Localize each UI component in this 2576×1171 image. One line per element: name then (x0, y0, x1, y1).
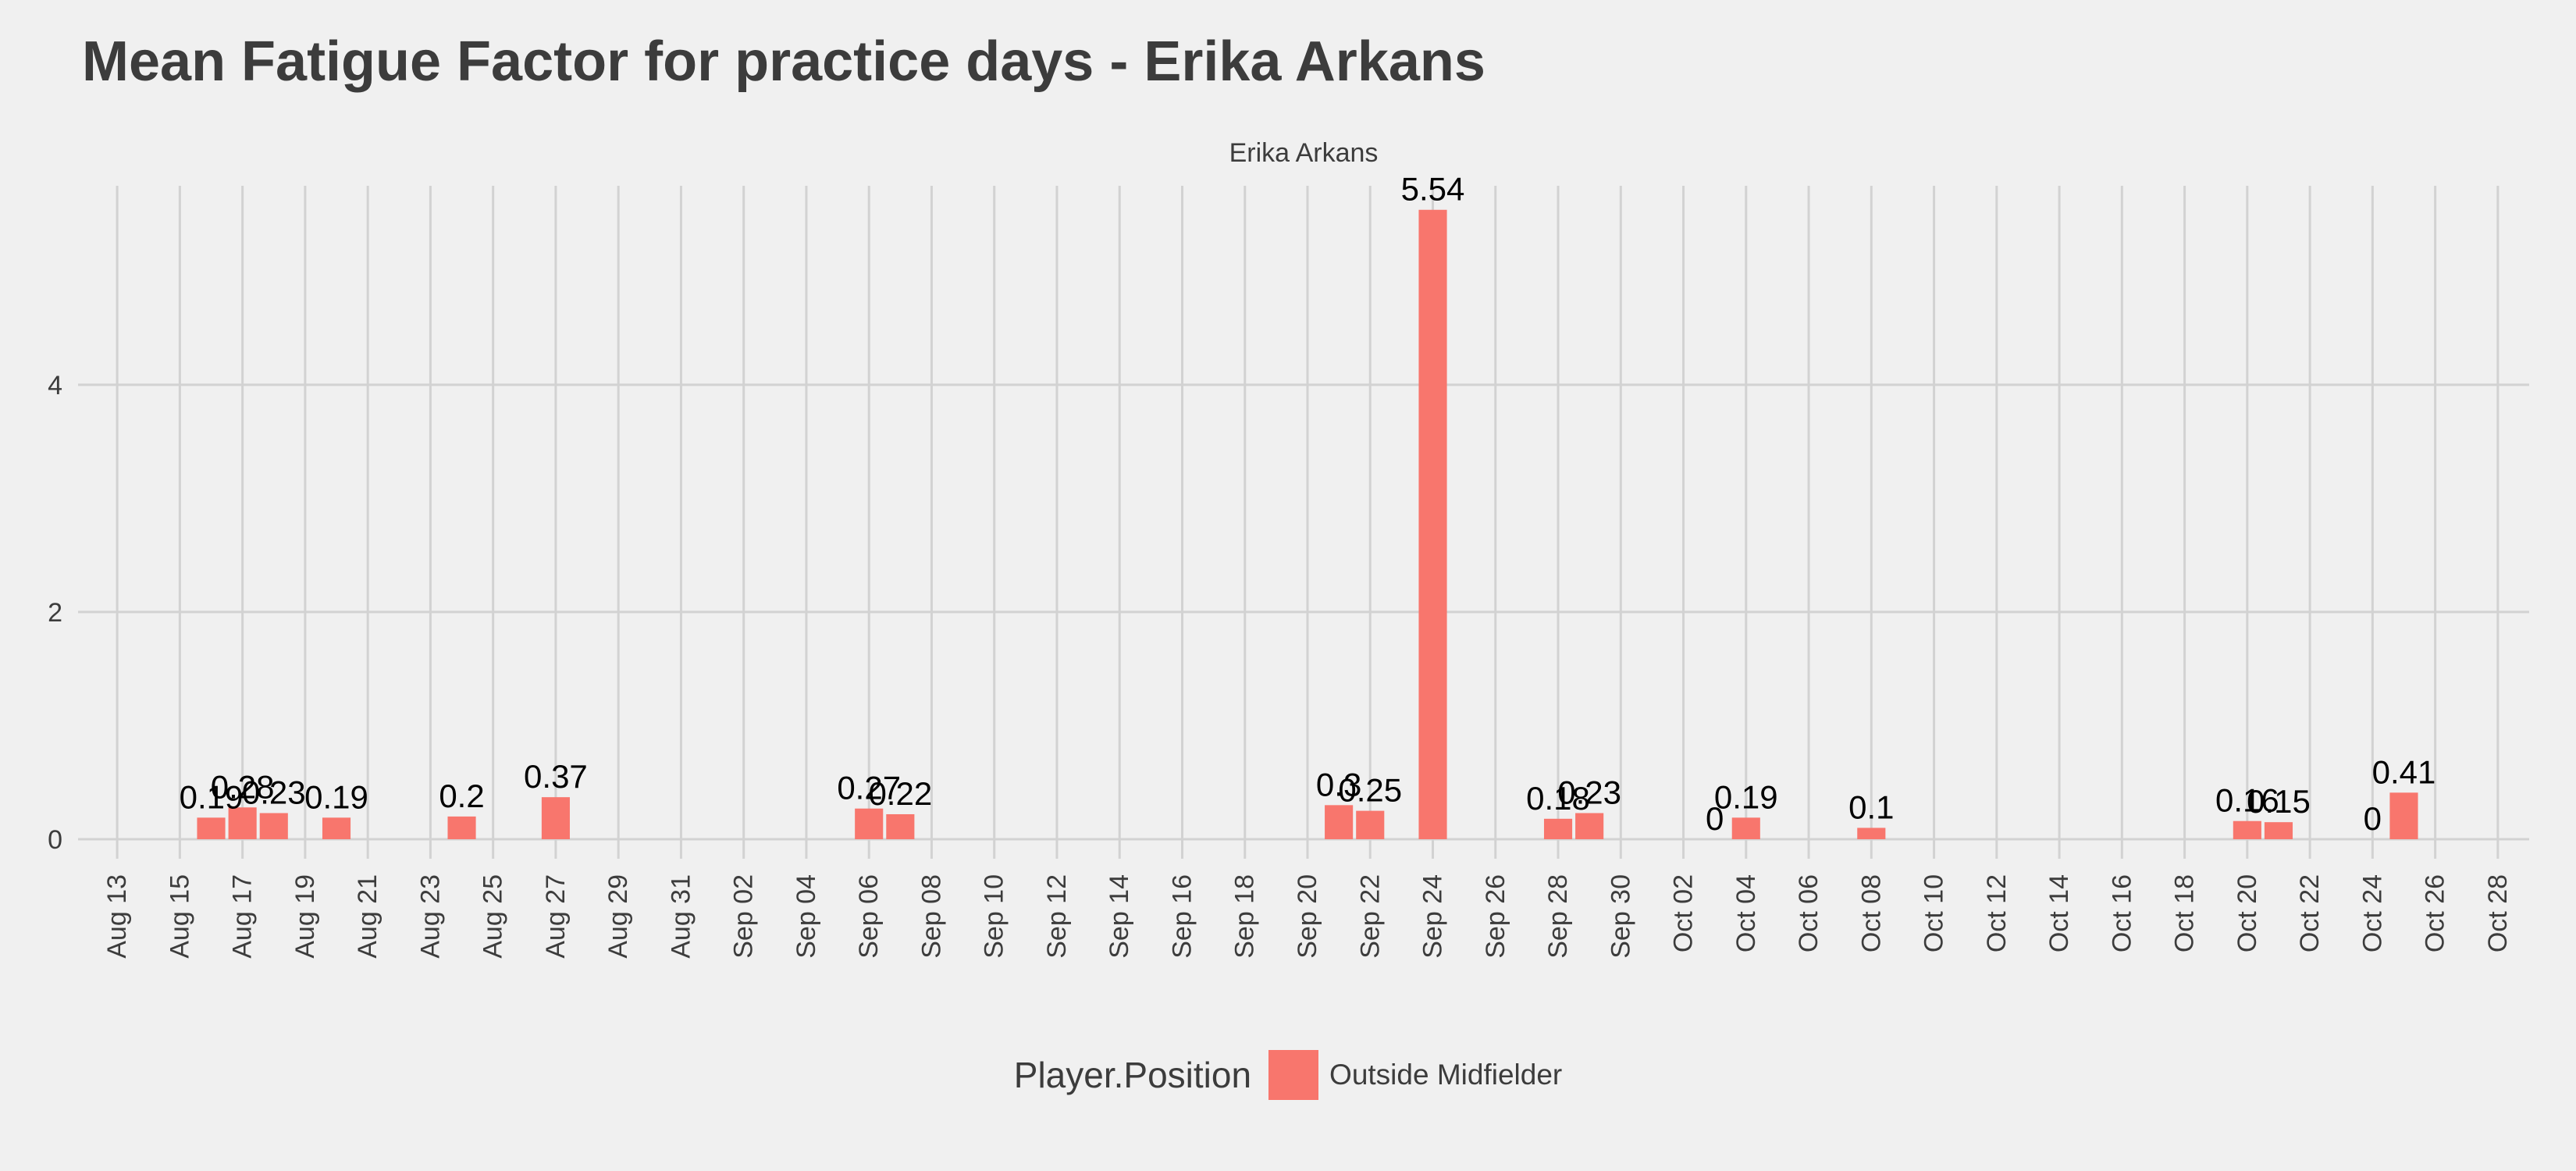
data-label: 0.2 (439, 778, 484, 814)
bar (2389, 792, 2418, 839)
data-label: 0.28 (211, 768, 275, 805)
x-tick-label: Sep 06 (854, 874, 884, 959)
x-tick-label: Sep 24 (1418, 874, 1448, 959)
data-label: 0.18 (1526, 780, 1590, 817)
bar (1356, 810, 1385, 839)
x-tick-label: Sep 14 (1105, 874, 1134, 959)
y-tick-label: 2 (48, 598, 62, 628)
x-tick-label: Sep 30 (1606, 874, 1635, 959)
x-tick-label: Aug 19 (290, 874, 320, 959)
x-tick-label: Aug 31 (666, 874, 696, 959)
bar (1543, 818, 1573, 839)
legend-title: Player.Position (1013, 1055, 1252, 1095)
data-label: 0.15 (2247, 783, 2311, 820)
legend-label-outside-midfielder: Outside Midfielder (1329, 1059, 1563, 1091)
bar (886, 813, 915, 839)
bar (2264, 822, 2293, 839)
bar (322, 817, 351, 839)
data-label: 0.23 (1557, 774, 1621, 811)
bar (447, 816, 476, 839)
y-tick-label: 0 (48, 825, 62, 855)
x-tick-label: Sep 20 (1293, 874, 1322, 959)
x-tick-label: Sep 02 (729, 874, 759, 959)
data-label: 0.3 (1316, 766, 1361, 803)
x-tick-label: Oct 14 (2044, 874, 2074, 952)
y-axis: 0 2 4 (48, 371, 62, 855)
x-tick-label: Oct 16 (2107, 874, 2137, 952)
data-label: 0.37 (524, 758, 588, 795)
data-label: 0.27 (837, 770, 901, 806)
bars (197, 209, 2418, 839)
x-tick-label: Aug 13 (102, 874, 132, 959)
data-labels: 0.190.280.230.19 0.20.37 0.270.22 0.30.255.… (180, 171, 2436, 837)
bar (1575, 813, 1604, 839)
x-tick-label: Oct 10 (1920, 874, 1949, 952)
data-label: 0.19 (304, 778, 368, 815)
legend: Player.Position Outside Midfielder (0, 1050, 2576, 1100)
bar (197, 817, 226, 839)
bar (1325, 805, 1354, 839)
x-tick-label: Oct 20 (2233, 874, 2262, 952)
bar (228, 807, 257, 839)
x-tick-label: Oct 28 (2483, 874, 2513, 952)
x-tick-label: Oct 04 (1731, 874, 1761, 952)
x-tick-label: Sep 10 (980, 874, 1009, 959)
data-label: 0.1 (1848, 788, 1894, 825)
x-tick-label: Sep 12 (1042, 874, 1072, 959)
facet-strip-label: Erika Arkans (1229, 138, 1379, 168)
bar (2233, 820, 2261, 839)
x-tick-label: Sep 08 (916, 874, 946, 959)
data-label: 0 (1706, 800, 1724, 837)
x-tick-label: Aug 21 (353, 874, 382, 959)
x-axis: Aug 13 Aug 15 Aug 17 Aug 19 Aug 21 Aug 23 Aug … (102, 874, 2513, 959)
x-tick-label: Aug 23 (415, 874, 445, 959)
x-tick-label: Sep 26 (1481, 874, 1510, 959)
x-tick-label: Aug 15 (165, 874, 194, 959)
data-label: 5.54 (1401, 171, 1465, 208)
x-tick-label: Oct 26 (2421, 874, 2450, 952)
bar (1857, 828, 1886, 839)
bar (855, 808, 884, 839)
x-tick-label: Aug 29 (603, 874, 633, 959)
data-label: 0.19 (1714, 778, 1778, 815)
x-tick-label: Oct 22 (2295, 874, 2325, 952)
x-tick-label: Aug 25 (479, 874, 508, 959)
data-label: 0.25 (1338, 772, 1402, 809)
bar (1731, 817, 1760, 839)
x-tick-label: Aug 17 (228, 874, 258, 959)
data-label: 0.19 (180, 778, 244, 815)
x-tick-label: Sep 04 (792, 874, 821, 959)
bar (1418, 209, 1447, 839)
legend-key-outside-midfielder (1268, 1050, 1319, 1100)
x-tick-label: Sep 18 (1230, 874, 1260, 959)
bar (259, 813, 288, 839)
x-tick-label: Oct 06 (1794, 874, 1823, 952)
x-tick-label: Oct 24 (2357, 874, 2387, 952)
chart-title: Mean Fatigue Factor for practice days - … (82, 30, 1485, 93)
data-label: 0 (2364, 800, 2382, 837)
x-tick-label: Oct 02 (1669, 874, 1699, 952)
x-tick-label: Sep 16 (1167, 874, 1197, 959)
data-label: 0.16 (2215, 782, 2279, 819)
data-label: 0.22 (868, 775, 932, 812)
x-tick-label: Aug 27 (541, 874, 571, 959)
data-label: 0.41 (2372, 753, 2436, 790)
x-tick-label: Oct 18 (2170, 874, 2200, 952)
x-tick-label: Sep 28 (1543, 874, 1573, 959)
grid-lines (78, 186, 2529, 859)
x-tick-label: Oct 12 (1982, 874, 2012, 952)
bar (541, 797, 570, 839)
y-tick-label: 4 (48, 371, 62, 400)
x-tick-label: Sep 22 (1355, 874, 1385, 959)
x-tick-label: Oct 08 (1856, 874, 1886, 952)
data-label: 0.23 (242, 774, 306, 811)
